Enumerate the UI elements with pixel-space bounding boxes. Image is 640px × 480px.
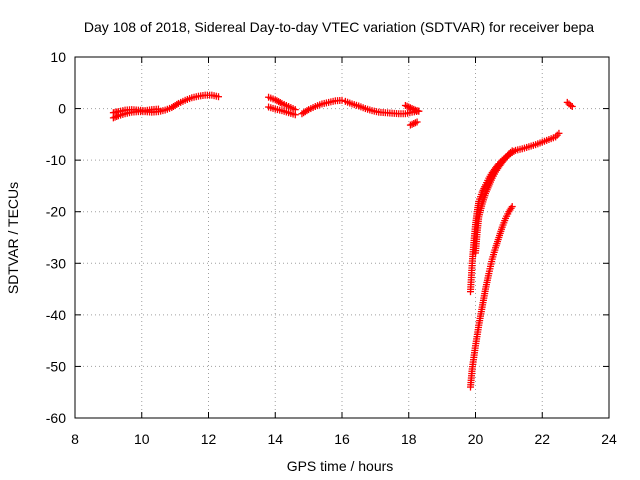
x-tick-label: 20 (468, 431, 484, 447)
x-tick-labels: 8 10 12 14 16 18 20 22 24 (71, 431, 617, 447)
x-tick-label: 18 (401, 431, 417, 447)
y-tick-label: -20 (46, 204, 66, 220)
data-point (410, 120, 418, 128)
data-point (411, 119, 419, 127)
data-point (563, 98, 571, 106)
data-point (215, 93, 223, 101)
y-tick-label: 0 (58, 101, 66, 117)
x-tick-label: 8 (71, 431, 79, 447)
data-point (173, 100, 181, 108)
data-point (408, 105, 416, 113)
data-point (406, 121, 414, 129)
x-tick-label: 14 (267, 431, 283, 447)
x-tick-label: 16 (334, 431, 350, 447)
data-point (276, 99, 284, 107)
x-tick-label: 12 (201, 431, 217, 447)
data-point (507, 148, 515, 156)
data-point (508, 203, 516, 211)
axis-ticks (74, 56, 610, 419)
chart-title: Day 108 of 2018, Sidereal Day-to-day VTE… (84, 19, 594, 35)
data-point (401, 101, 409, 109)
data-point (508, 147, 516, 155)
y-tick-label: 10 (50, 49, 66, 65)
data-point (403, 102, 411, 110)
data-point (154, 105, 162, 113)
y-tick-label: -40 (46, 307, 66, 323)
data-point (408, 120, 416, 128)
data-point (338, 96, 346, 104)
x-tick-label: 22 (534, 431, 550, 447)
data-point (405, 103, 413, 111)
data-point (568, 103, 576, 111)
data-points (109, 91, 576, 391)
data-point (291, 111, 299, 119)
x-tick-label: 10 (134, 431, 150, 447)
data-point (415, 107, 423, 115)
data-point (567, 101, 575, 109)
x-tick-label: 24 (601, 431, 617, 447)
y-axis-label: SDTVAR / TECUs (5, 182, 21, 294)
data-point (413, 118, 421, 126)
data-point (555, 129, 563, 137)
data-point (406, 104, 414, 112)
data-point (410, 105, 418, 113)
data-point (505, 150, 513, 158)
x-axis-label: GPS time / hours (287, 458, 394, 474)
y-tick-labels: -60 -50 -40 -30 -20 -10 0 10 (46, 49, 66, 426)
y-tick-label: -60 (46, 410, 66, 426)
y-tick-label: -50 (46, 358, 66, 374)
data-point (303, 107, 311, 115)
y-tick-label: -30 (46, 255, 66, 271)
y-tick-label: -10 (46, 152, 66, 168)
